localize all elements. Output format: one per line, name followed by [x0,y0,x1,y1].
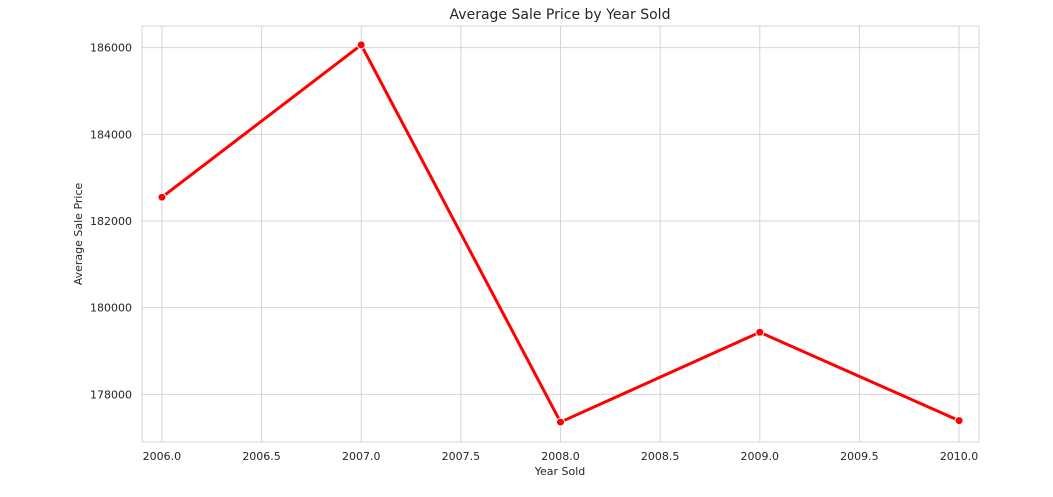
x-tick-label: 2006.0 [143,450,182,463]
x-tick-labels: 2006.0 2006.5 2007.0 2007.5 2008.0 2008.5 2009… [143,450,979,463]
y-tick-label: 184000 [90,128,132,141]
y-tick-label: 186000 [90,42,132,55]
chart-title: Average Sale Price by Year Sold [450,7,671,23]
data-point [954,416,964,426]
y-tick-labels: 178000 180000 182000 184000 186000 [90,42,132,402]
data-point [356,40,366,50]
y-tick-label: 180000 [90,302,132,315]
x-tick-label: 2009.0 [741,450,780,463]
y-axis-label: Average Sale Price [72,182,85,285]
data-point [157,192,167,202]
x-tick-label: 2008.5 [641,450,680,463]
x-tick-label: 2006.5 [242,450,281,463]
plot-frame [141,25,980,443]
y-tick-label: 178000 [90,388,132,401]
data-point [755,327,765,337]
x-tick-label: 2007.5 [442,450,481,463]
x-tick-label: 2009.5 [840,450,879,463]
data-point [556,417,565,427]
y-tick-label: 182000 [90,215,132,228]
x-tick-label: 2007.0 [342,450,381,463]
series [157,40,964,427]
x-axis-label: Year Sold [534,465,586,478]
x-tick-label: 2008.0 [541,450,580,463]
grid [142,26,979,442]
x-tick-label: 2010.0 [940,450,979,463]
